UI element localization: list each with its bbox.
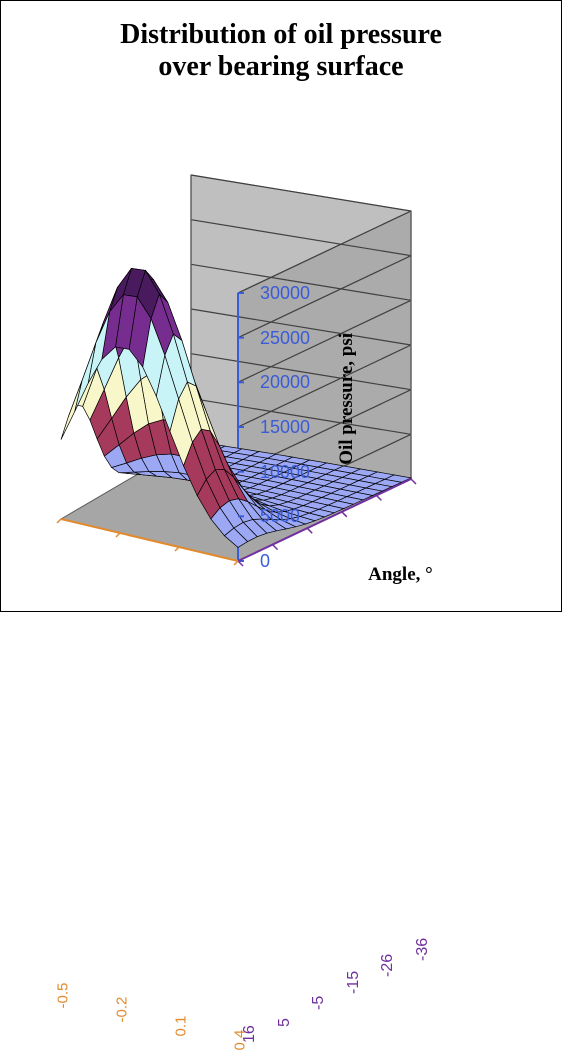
z-tick: 5000 [260, 506, 300, 527]
z-tick: 30000 [260, 283, 310, 304]
x-tick: 5 [276, 1018, 294, 1027]
x-tick: -15 [345, 971, 363, 994]
z-tick: 20000 [260, 372, 310, 393]
title-line2: over bearing surface [1, 51, 561, 83]
z-tick: 25000 [260, 328, 310, 349]
x-tick: -36 [414, 938, 432, 961]
z-tick: 10000 [260, 462, 310, 483]
x-tick: -26 [379, 954, 397, 977]
z-tick: 0 [260, 551, 270, 572]
y-tick: -0.2 [114, 997, 131, 1023]
chart-title: Distribution of oil pressure over bearin… [1, 1, 561, 83]
x-tick: -5 [310, 996, 328, 1010]
y-tick: 0.1 [173, 1016, 190, 1037]
y-tick: 0.4 [232, 1030, 249, 1051]
z-tick: 15000 [260, 417, 310, 438]
surface-chart: 0 5000 10000 15000 20000 25000 30000 Oil press… [33, 131, 533, 581]
z-axis-label: Oil pressure, psi [336, 333, 358, 465]
title-line1: Distribution of oil pressure [1, 19, 561, 51]
y-tick: -0.5 [55, 983, 72, 1009]
x-axis-label: Angle, ° [368, 564, 433, 586]
